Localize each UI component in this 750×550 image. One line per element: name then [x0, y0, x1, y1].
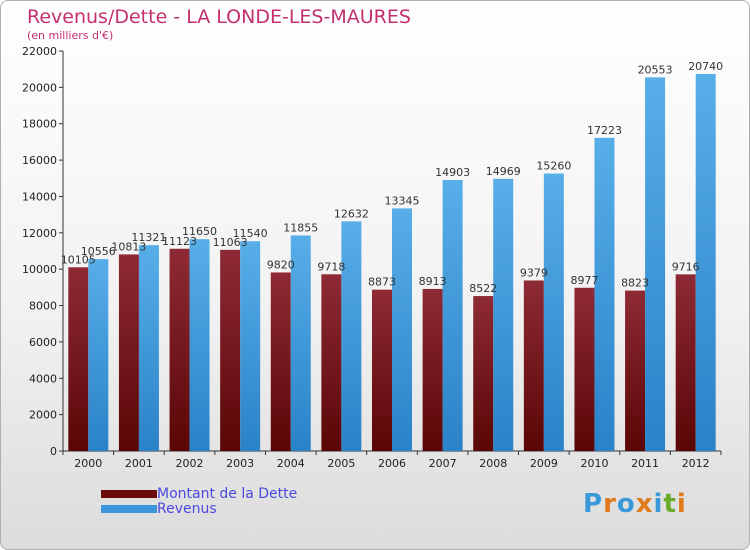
bar-dette [372, 289, 392, 451]
bar-dette [220, 249, 241, 451]
y-tick-label: 0 [50, 445, 57, 458]
y-tick-label: 18000 [22, 118, 57, 131]
data-label-dette: 8522 [469, 282, 497, 295]
bar-dette [625, 290, 646, 451]
bar-revenus [543, 173, 564, 451]
bar-revenus [240, 241, 261, 451]
x-tick-label: 2006 [378, 457, 406, 470]
x-tick-label: 2007 [429, 457, 457, 470]
logo-letter: P [583, 489, 604, 519]
y-tick-label: 10000 [22, 263, 57, 276]
bar-revenus [290, 235, 311, 451]
x-tick-label: 2010 [580, 457, 608, 470]
x-tick-label: 2003 [226, 457, 254, 470]
bar-revenus [189, 239, 210, 451]
bar-revenus [341, 221, 362, 451]
x-tick-label: 2011 [631, 457, 659, 470]
bar-revenus [138, 245, 159, 451]
logo-letter: o [616, 489, 636, 519]
legend-swatch-dette [101, 490, 157, 498]
data-label-dette: 11063 [213, 236, 248, 249]
data-labels: 10105 10813 11123 11063 9820 9718 8873 8913 8522… [61, 60, 723, 295]
bar-revenus [493, 178, 514, 451]
bar-chart: 0 2000 4000 6000 8000 10000 12000 14000 16000 180… [22, 45, 723, 470]
y-tick-label: 8000 [29, 300, 57, 313]
data-label-revenus: 11855 [283, 221, 318, 234]
legend-label-dette: Montant de la Dette [157, 486, 298, 502]
data-label-dette: 9716 [672, 260, 700, 273]
bar-dette [422, 288, 443, 451]
data-label-revenus: 20740 [688, 60, 723, 73]
logo-letter: i [653, 489, 664, 519]
data-label-dette: 10105 [61, 253, 96, 266]
data-label-dette: 9718 [317, 260, 345, 273]
x-tick-label: 2009 [530, 457, 558, 470]
data-label-revenus: 11540 [233, 227, 268, 240]
x-tick-label: 2012 [682, 457, 710, 470]
bar-dette [473, 296, 494, 451]
x-tick-label: 2004 [277, 457, 305, 470]
data-label-revenus: 14903 [435, 166, 470, 179]
proxiti-logo: Proxiti [583, 489, 687, 519]
bar-dette [118, 254, 139, 451]
data-label-dette: 8977 [570, 274, 598, 287]
bar-dette [270, 272, 291, 451]
data-label-dette: 10813 [111, 240, 146, 253]
y-tick-label: 22000 [22, 45, 57, 58]
bar-dette [68, 267, 89, 451]
bar-dette [321, 274, 342, 451]
bar-dette [169, 248, 190, 451]
bar-revenus [88, 259, 109, 451]
y-tick-label: 16000 [22, 154, 57, 167]
bar-dette [523, 280, 544, 451]
x-tick-label: 2000 [74, 457, 102, 470]
bar-dette [675, 274, 696, 451]
chart-subtitle: (en milliers d'€) [27, 29, 114, 42]
bar-dette [574, 287, 595, 451]
data-label-dette: 8913 [419, 275, 447, 288]
data-label-revenus: 10556 [81, 245, 116, 258]
data-label-dette: 8823 [621, 277, 649, 290]
legend-swatch-revenus [101, 505, 157, 513]
y-tick-label: 4000 [29, 372, 57, 385]
logo-letter: x [635, 489, 654, 519]
data-label-revenus: 15260 [536, 160, 571, 173]
bar-revenus [392, 208, 412, 451]
data-label-dette: 9379 [520, 266, 548, 279]
logo-letter: r [603, 489, 617, 519]
data-label-revenus: 11650 [182, 225, 217, 238]
data-label-revenus: 20553 [638, 63, 673, 76]
bar-revenus [594, 137, 615, 451]
y-tick-label: 14000 [22, 190, 57, 203]
x-tick-label: 2001 [125, 457, 153, 470]
data-label-revenus: 11321 [131, 231, 166, 244]
x-tick-label: 2008 [479, 457, 507, 470]
data-label-dette: 9820 [267, 258, 295, 271]
data-label-revenus: 12632 [334, 207, 369, 220]
data-label-dette: 11123 [162, 235, 197, 248]
bar-revenus [645, 77, 666, 452]
bar-revenus [442, 180, 463, 451]
logo-letter: t [663, 489, 677, 519]
data-label-revenus: 14969 [486, 165, 521, 178]
chart-title: Revenus/Dette - LA LONDE-LES-MAURES [27, 6, 411, 28]
y-tick-label: 20000 [22, 81, 57, 94]
legend-label-revenus: Revenus [157, 501, 217, 517]
data-label-dette: 8873 [368, 276, 396, 289]
bar-revenus [695, 73, 716, 451]
x-tick-label: 2005 [327, 457, 355, 470]
data-label-revenus: 13345 [385, 194, 420, 207]
logo-letter: i [676, 489, 687, 519]
bars [68, 73, 716, 452]
data-label-revenus: 17223 [587, 124, 622, 137]
y-tick-label: 12000 [22, 227, 57, 240]
y-tick-label: 6000 [29, 336, 57, 349]
y-tick-label: 2000 [29, 409, 57, 422]
x-tick-label: 2002 [176, 457, 204, 470]
